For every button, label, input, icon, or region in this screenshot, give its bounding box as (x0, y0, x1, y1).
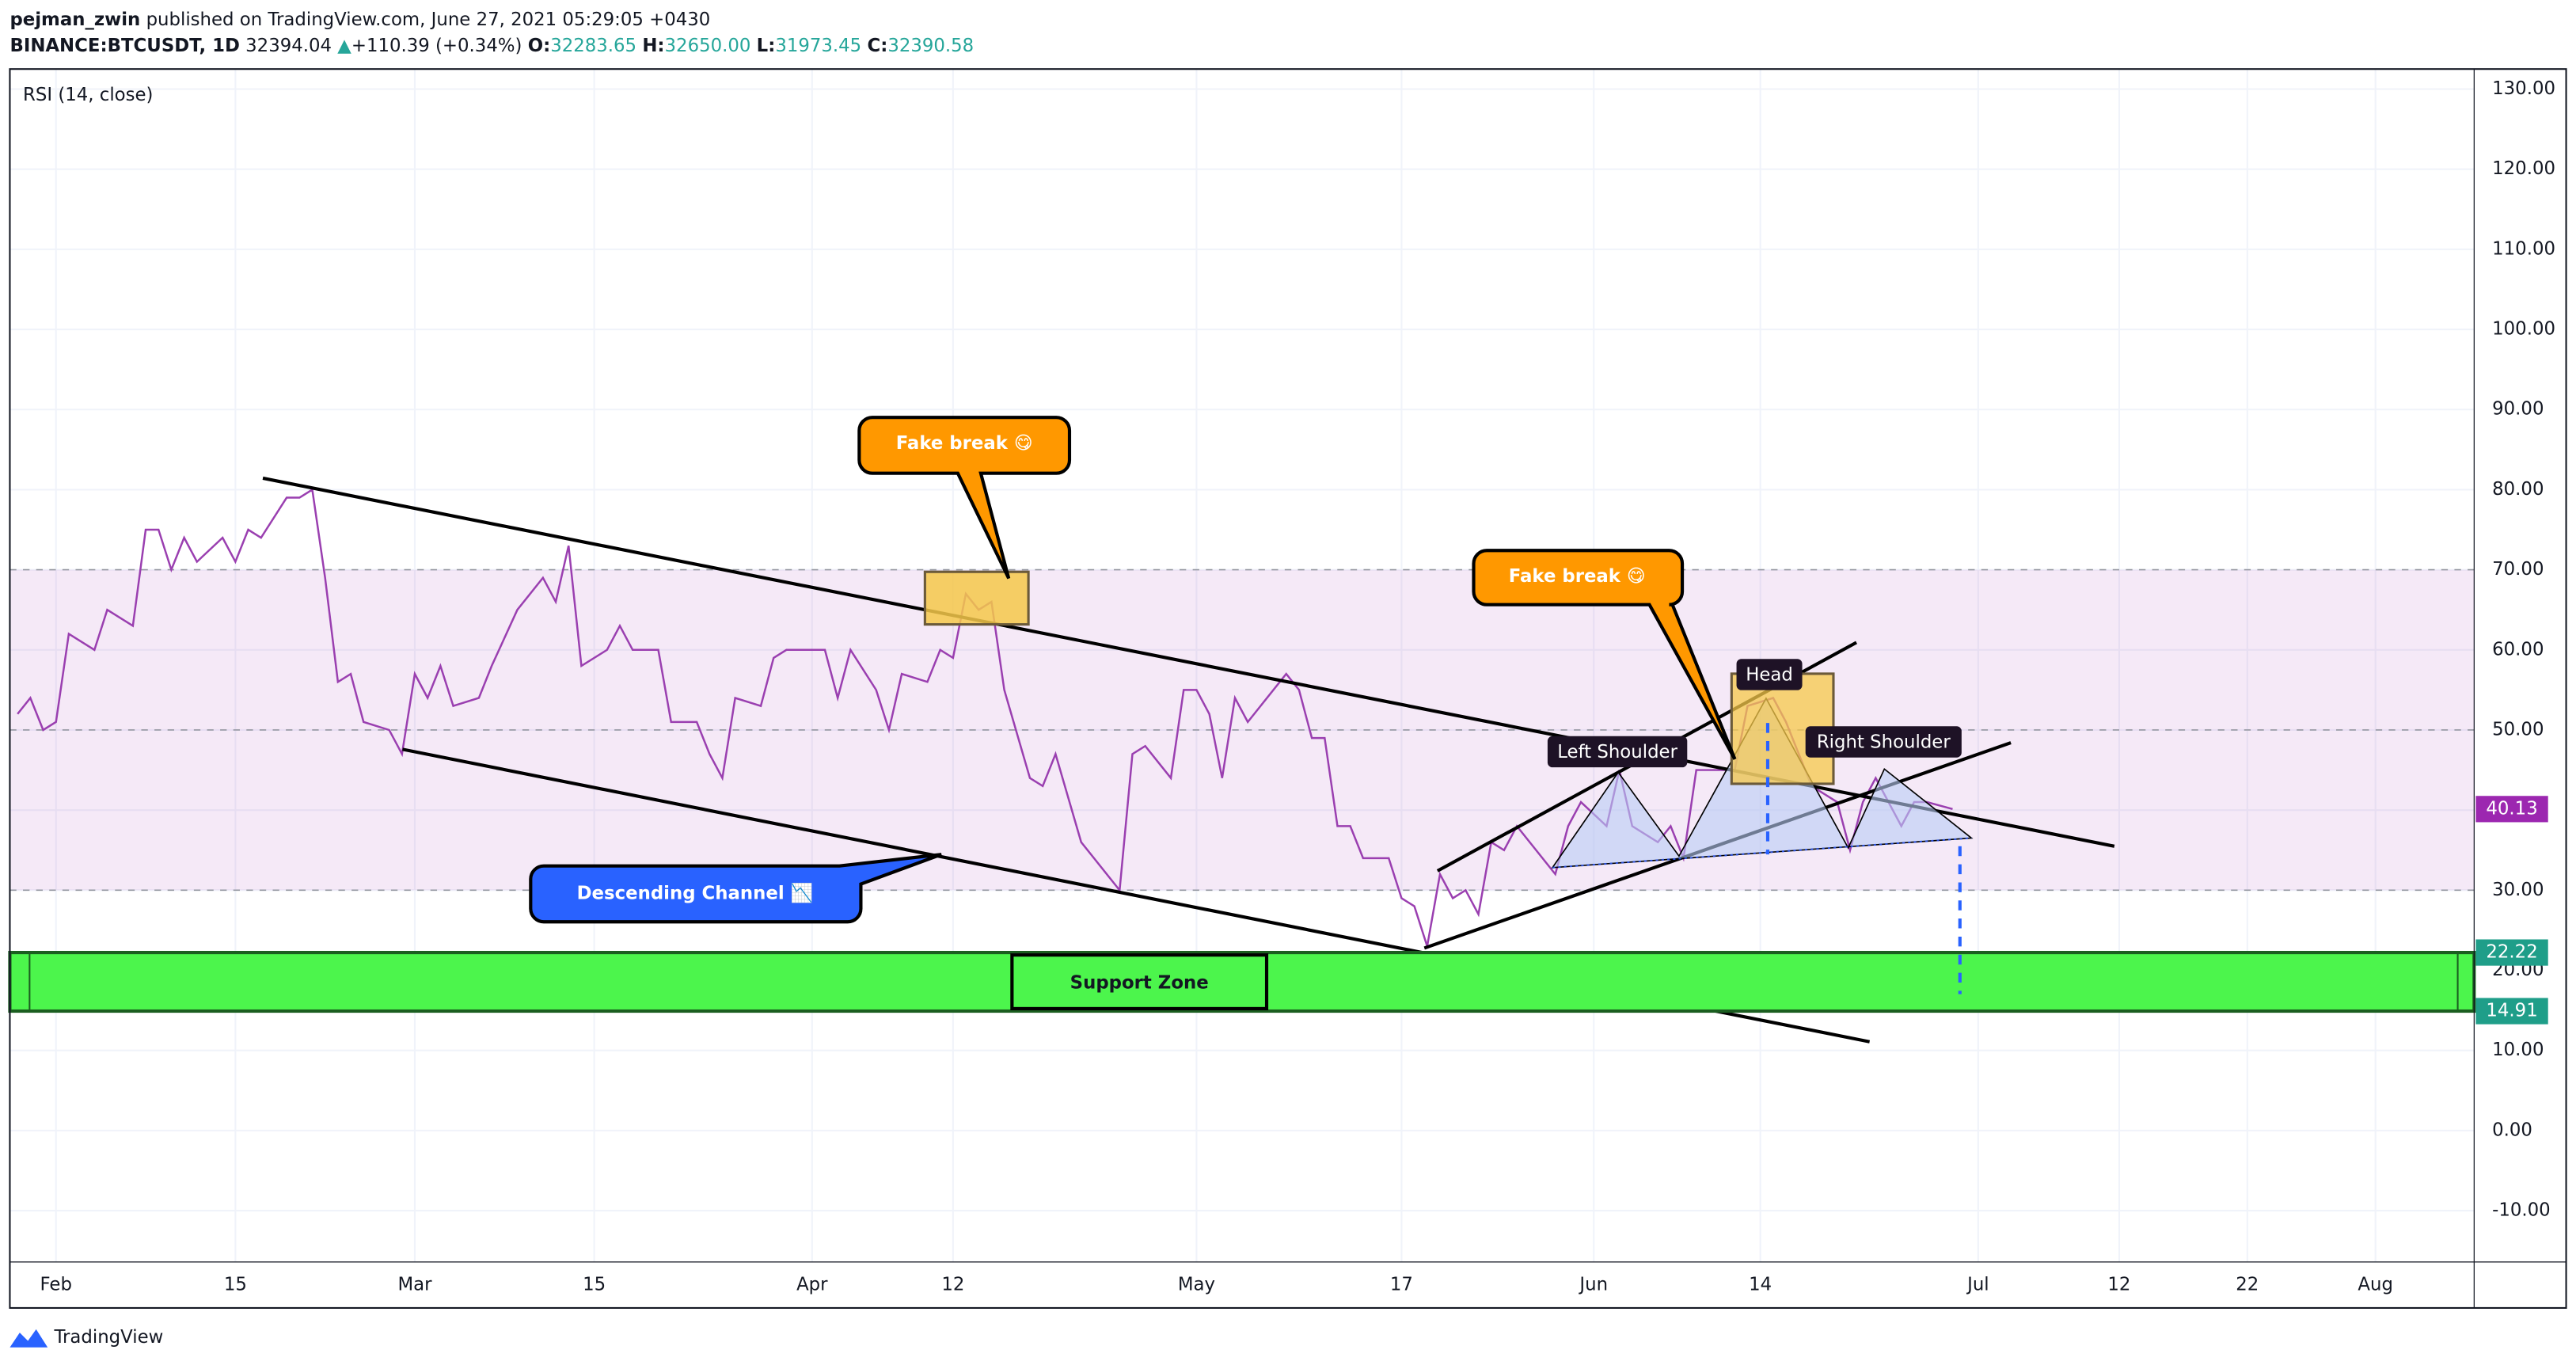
ohlc-label: C: (867, 36, 887, 56)
label-box (1547, 736, 1688, 768)
zone-layer: Support Zone (8, 950, 2476, 1013)
arrow: ▲ (337, 36, 351, 56)
ohlc-label: L: (757, 36, 776, 56)
ohlc-label: H: (642, 36, 664, 56)
callout (529, 853, 942, 924)
axis-layer: -10.000.0010.0020.0030.0040.0050.0060.00… (40, 78, 2555, 1295)
band-layer (9, 568, 2475, 892)
price-tag (2475, 939, 2548, 966)
ohlc-label: O: (528, 36, 551, 56)
y-tick-label: 90.00 (2492, 399, 2544, 420)
x-tick-label: Jul (1966, 1274, 1989, 1295)
change: +110.39 (+0.34%) (351, 36, 522, 56)
y-tick-label: 30.00 (2492, 880, 2544, 900)
indicator-title: RSI (14, close) (23, 85, 153, 105)
callout (1472, 549, 1737, 760)
logo (9, 1329, 48, 1348)
zone-label-box (1010, 953, 1269, 1010)
y-tick-label: 0.00 (2492, 1120, 2532, 1140)
pattern-label: Left Shoulder (1557, 742, 1677, 762)
y-tick-label: 130.00 (2492, 78, 2555, 99)
price-tag (2475, 998, 2548, 1025)
y-tick-label: 60.00 (2492, 639, 2544, 660)
y-tick-label: 10.00 (2492, 1040, 2544, 1060)
drawings: Fake break 😋 Fake break 😋 Descending Cha… (262, 416, 2115, 994)
x-tick-label: 15 (583, 1274, 606, 1295)
x-tick-label: Feb (40, 1274, 72, 1295)
ohlc-value: 32283.65 (550, 36, 636, 56)
symbol: BINANCE:BTCUSDT, 1D (9, 36, 239, 56)
x-tick-label: 17 (1390, 1274, 1413, 1295)
author: pejman_zwin (9, 9, 140, 29)
published: published on TradingView.com, June 27, 2… (146, 9, 711, 29)
x-tick-label: 15 (224, 1274, 247, 1295)
pattern-base (1552, 837, 1972, 869)
zone-label: Support Zone (1070, 973, 1209, 994)
y-tick-label: -10.00 (2492, 1200, 2551, 1221)
ohlc-value: 31973.45 (775, 36, 861, 56)
price-tag-label: 14.91 (2486, 1001, 2537, 1021)
y-tick-label: 50.00 (2492, 719, 2544, 740)
ohlc-value: 32650.00 (665, 36, 751, 56)
x-tick-label: Apr (796, 1274, 828, 1295)
y-tick-label: 110.00 (2492, 238, 2555, 259)
x-tick-label: Jun (1578, 1274, 1608, 1295)
highlight-box (923, 570, 1030, 626)
symbol-line: BINANCE:BTCUSDT, 1D 32394.04 ▲+110.39 (+… (9, 36, 974, 56)
x-tick-label: 12 (2107, 1274, 2130, 1295)
x-tick-label: 14 (1749, 1274, 1772, 1295)
footer-brand: TradingView (53, 1327, 163, 1348)
pattern-label: Right Shoulder (1817, 732, 1951, 753)
price-tag-label: 40.13 (2486, 798, 2537, 819)
price-tag-label: 22.22 (2486, 942, 2537, 963)
y-tick-label: 120.00 (2492, 158, 2555, 179)
callout-text: Fake break 😋 (896, 433, 1033, 454)
label-box (1736, 659, 1803, 690)
callout-text: Fake break 😋 (1509, 566, 1646, 587)
y-tick-label: 80.00 (2492, 479, 2544, 500)
x-tick-label: 22 (2236, 1274, 2259, 1295)
price-tag (2475, 796, 2548, 823)
y-tick-label: 70.00 (2492, 559, 2544, 580)
label-box (1805, 726, 1962, 758)
x-tick-label: May (1178, 1274, 1215, 1295)
callout-text: Descending Channel 📉 (577, 882, 813, 903)
ohlc-value: 32390.58 (887, 36, 974, 56)
pattern-label: Head (1746, 664, 1793, 685)
y-tick-label: 100.00 (2492, 319, 2555, 340)
x-tick-label: Aug (2358, 1274, 2393, 1295)
frame (9, 68, 2567, 1309)
header-line: pejman_zwin published on TradingView.com… (9, 9, 710, 29)
price: 32394.04 (245, 36, 332, 56)
x-tick-label: 12 (941, 1274, 964, 1295)
callout (857, 416, 1072, 580)
x-tick-label: Mar (397, 1274, 432, 1295)
